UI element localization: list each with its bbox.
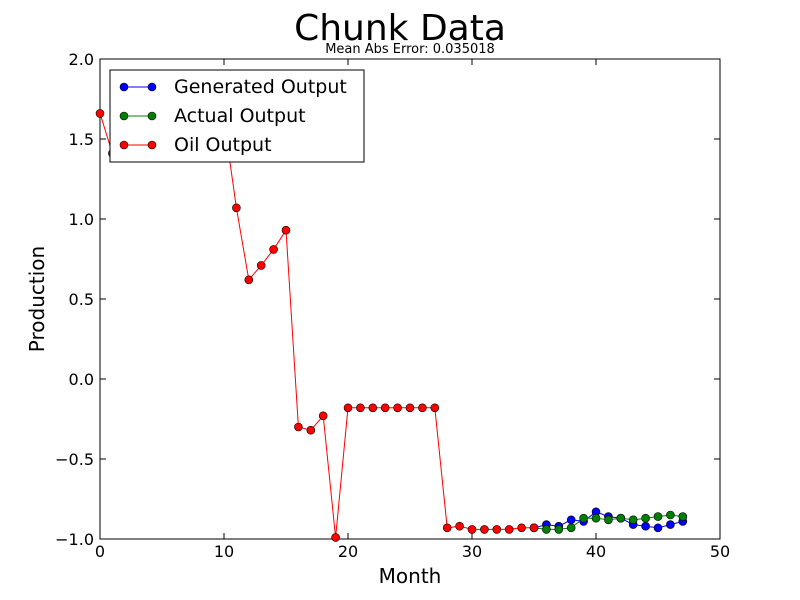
legend-marker [119,82,129,92]
data-point [542,525,551,534]
data-point [566,523,576,533]
data-point [628,515,638,525]
legend-item: Actual Output [119,105,306,127]
y-tick-label: 2.0 [69,50,94,69]
legend-marker [119,140,129,150]
data-point [256,261,266,270]
legend-item: Oil Output [119,134,272,156]
x-axis-label: Month [379,564,442,588]
data-point [232,203,241,213]
x-tick-label: 30 [462,542,482,561]
data-point [356,403,365,413]
data-point [653,512,663,521]
data-point [579,513,588,523]
data-point [95,109,105,118]
data-point [591,513,601,523]
data-point [281,225,291,235]
data-point [455,521,464,531]
data-point [504,525,514,534]
chart-subtitle: Mean Abs Error: 0.035018 [325,42,495,57]
data-point [467,525,477,534]
data-point [604,515,613,525]
legend-marker [147,140,157,150]
data-point [529,523,539,533]
legend-marker [119,111,129,121]
y-tick-label: 0.5 [69,290,94,309]
data-point [343,403,353,413]
y-tick-label: 1.5 [69,130,94,149]
data-point [517,523,526,533]
data-point [678,512,688,521]
data-point [269,245,278,254]
x-tick-label: 40 [586,542,606,561]
data-point [666,520,675,529]
x-tick-label: 20 [338,542,358,561]
y-tick-label: 0.0 [69,370,94,389]
data-point [554,525,564,534]
data-point [306,425,316,435]
y-tick-label: 1.0 [69,210,94,229]
legend-label: Generated Output [174,76,347,98]
legend-marker [147,111,157,121]
x-tick-label: 0 [95,542,105,561]
legend-marker [147,82,157,92]
data-point [418,403,427,413]
data-point [430,403,440,413]
data-point [380,403,390,413]
legend-item: Generated Output [119,76,347,98]
data-point [653,523,663,533]
data-point [244,275,254,285]
data-point [566,515,576,525]
data-point [492,525,502,534]
data-point [294,422,303,432]
data-point [393,403,402,413]
data-point [480,525,489,534]
data-point [331,533,340,542]
x-tick-label: 10 [214,542,234,561]
legend-label: Oil Output [174,134,272,156]
data-point [616,513,626,523]
legend-label: Actual Output [174,105,306,127]
data-point [641,513,650,523]
legend: Generated Output Actual Output Oil Output [109,69,365,163]
legend-items: Generated Output Actual Output Oil Output [119,76,347,156]
x-tick-label: 50 [710,542,730,561]
data-point [368,403,378,413]
y-tick-label: −0.5 [55,450,94,469]
data-point [318,411,328,421]
chart-title: Chunk Data [294,8,506,49]
data-point [442,523,452,533]
data-point [666,510,675,520]
y-axis-label: Production [25,246,49,352]
ticks-layer: 0 10 20 30 40 50 −1.0 −0.5 0.0 0.5 1.0 1.5 2.0 [55,50,730,561]
data-point [405,403,415,413]
data-point [641,521,650,531]
y-tick-label: −1.0 [55,530,94,549]
